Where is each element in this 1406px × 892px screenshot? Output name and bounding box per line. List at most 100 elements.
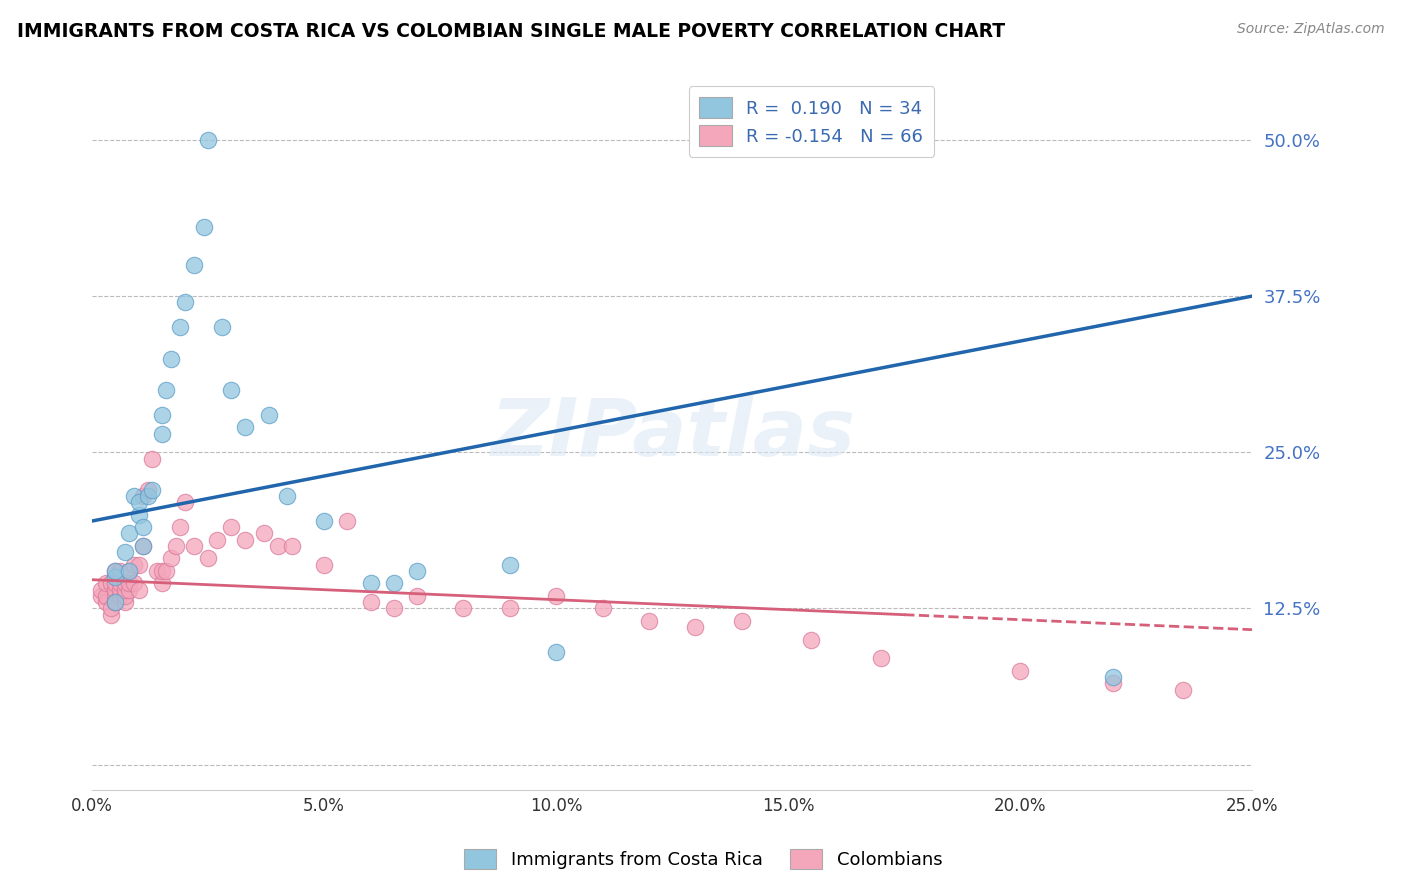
- Point: [122, 576, 145, 591]
- Point: [100, 601, 122, 615]
- Point: [90, 589, 112, 603]
- Point: [360, 576, 382, 591]
- Point: [169, 520, 191, 534]
- Point: [169, 320, 191, 334]
- Point: [108, 582, 131, 597]
- Point: [108, 564, 131, 578]
- Point: [90, 582, 112, 597]
- Point: [592, 601, 614, 615]
- Point: [104, 564, 127, 578]
- Point: [128, 558, 150, 572]
- Point: [1102, 670, 1125, 684]
- Point: [136, 489, 159, 503]
- Point: [499, 558, 522, 572]
- Point: [1171, 682, 1194, 697]
- Point: [146, 564, 169, 578]
- Text: Source: ZipAtlas.com: Source: ZipAtlas.com: [1237, 22, 1385, 37]
- Point: [150, 408, 173, 422]
- Point: [108, 576, 131, 591]
- Point: [114, 589, 136, 603]
- Point: [160, 551, 183, 566]
- Point: [193, 220, 215, 235]
- Point: [94, 595, 117, 609]
- Point: [280, 539, 302, 553]
- Legend: R =  0.190   N = 34, R = -0.154   N = 66: R = 0.190 N = 34, R = -0.154 N = 66: [689, 87, 934, 157]
- Point: [132, 539, 155, 553]
- Point: [406, 564, 429, 578]
- Point: [160, 351, 183, 366]
- Point: [132, 520, 155, 534]
- Point: [1102, 676, 1125, 690]
- Point: [174, 295, 197, 310]
- Point: [114, 595, 136, 609]
- Point: [638, 614, 661, 628]
- Point: [100, 607, 122, 622]
- Point: [104, 564, 127, 578]
- Point: [174, 495, 197, 509]
- Point: [253, 526, 276, 541]
- Point: [100, 576, 122, 591]
- Point: [128, 582, 150, 597]
- Point: [118, 526, 141, 541]
- Point: [114, 576, 136, 591]
- Point: [141, 483, 163, 497]
- Point: [122, 558, 145, 572]
- Point: [150, 576, 173, 591]
- Point: [136, 483, 159, 497]
- Point: [132, 539, 155, 553]
- Point: [499, 601, 522, 615]
- Point: [128, 508, 150, 522]
- Point: [257, 408, 280, 422]
- Point: [731, 614, 754, 628]
- Point: [314, 558, 336, 572]
- Legend: Immigrants from Costa Rica, Colombians: Immigrants from Costa Rica, Colombians: [454, 839, 952, 879]
- Point: [221, 383, 243, 397]
- Point: [453, 601, 475, 615]
- Point: [233, 420, 256, 434]
- Point: [155, 564, 177, 578]
- Point: [267, 539, 290, 553]
- Point: [122, 489, 145, 503]
- Point: [132, 489, 155, 503]
- Point: [165, 539, 187, 553]
- Point: [94, 576, 117, 591]
- Point: [118, 564, 141, 578]
- Point: [94, 589, 117, 603]
- Point: [104, 570, 127, 584]
- Point: [141, 451, 163, 466]
- Point: [128, 495, 150, 509]
- Point: [207, 533, 229, 547]
- Point: [221, 520, 243, 534]
- Point: [360, 595, 382, 609]
- Point: [197, 133, 219, 147]
- Point: [197, 551, 219, 566]
- Point: [155, 383, 177, 397]
- Point: [150, 564, 173, 578]
- Point: [183, 258, 205, 272]
- Point: [104, 595, 127, 609]
- Point: [382, 601, 405, 615]
- Point: [685, 620, 707, 634]
- Point: [118, 582, 141, 597]
- Point: [211, 320, 233, 334]
- Point: [104, 595, 127, 609]
- Point: [114, 545, 136, 559]
- Point: [870, 651, 893, 665]
- Point: [546, 589, 568, 603]
- Point: [114, 582, 136, 597]
- Point: [546, 645, 568, 659]
- Point: [406, 589, 429, 603]
- Point: [118, 576, 141, 591]
- Point: [104, 589, 127, 603]
- Point: [336, 514, 359, 528]
- Point: [382, 576, 405, 591]
- Point: [118, 564, 141, 578]
- Point: [104, 595, 127, 609]
- Text: ZIPatlas: ZIPatlas: [489, 394, 855, 473]
- Point: [1010, 664, 1032, 678]
- Point: [233, 533, 256, 547]
- Point: [104, 582, 127, 597]
- Point: [800, 632, 823, 647]
- Point: [150, 426, 173, 441]
- Point: [104, 576, 127, 591]
